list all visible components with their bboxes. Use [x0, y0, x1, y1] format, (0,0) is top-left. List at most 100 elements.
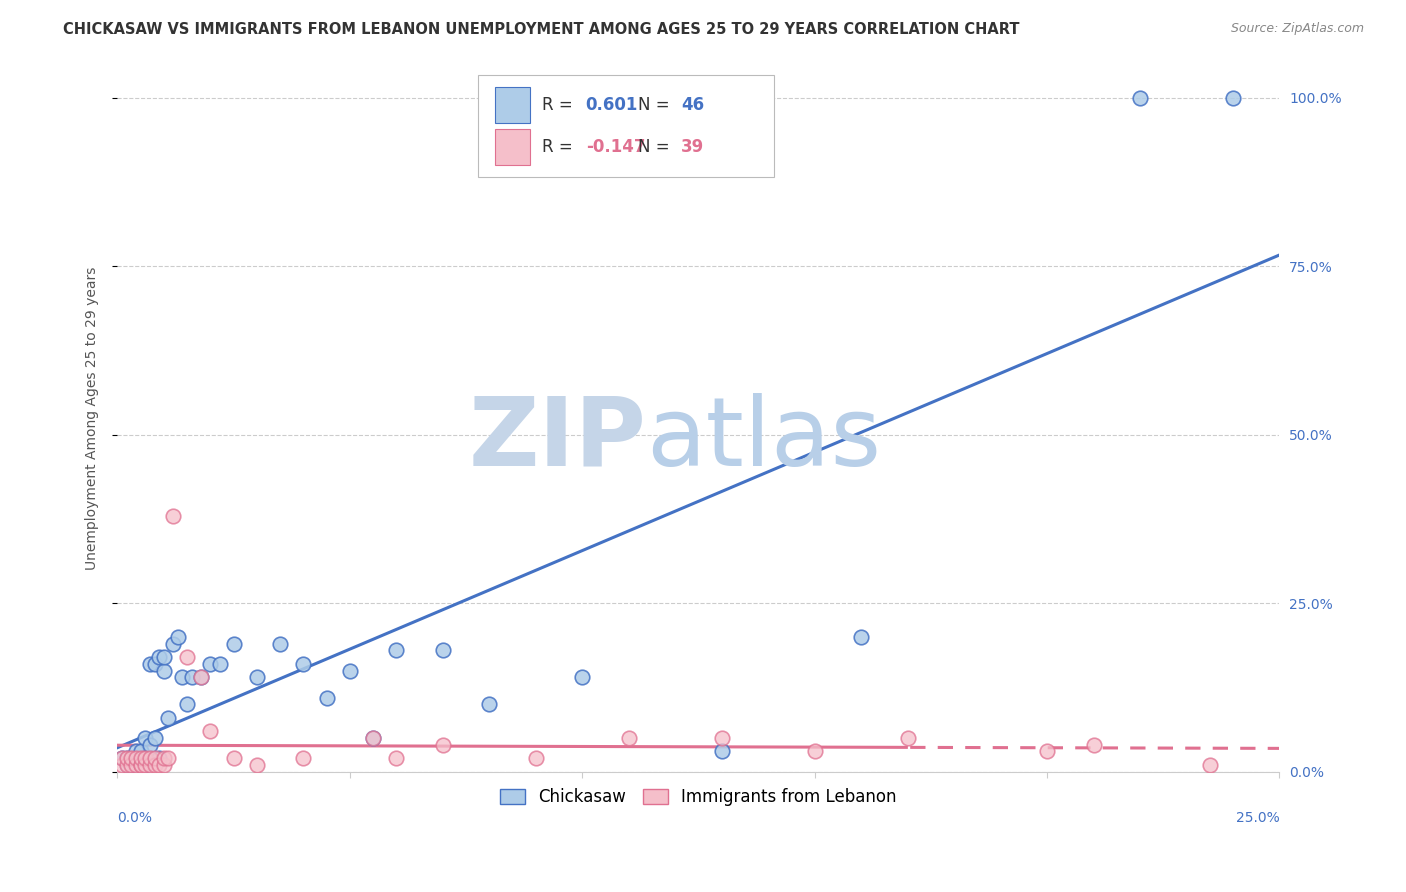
Point	[1129, 91, 1152, 105]
Point	[139, 751, 162, 765]
Y-axis label: Unemployment Among Ages 25 to 29 years: Unemployment Among Ages 25 to 29 years	[86, 266, 100, 570]
Point	[139, 758, 162, 772]
Point	[120, 758, 142, 772]
Point	[115, 751, 138, 765]
Point	[208, 657, 231, 671]
Text: 46: 46	[681, 96, 704, 114]
Point	[432, 643, 454, 657]
Point	[129, 758, 152, 772]
Point	[246, 670, 269, 684]
Point	[120, 758, 142, 772]
Point	[162, 637, 184, 651]
Point	[897, 731, 920, 745]
Point	[803, 744, 825, 758]
Point	[166, 630, 188, 644]
Point	[571, 670, 593, 684]
Point	[143, 731, 166, 745]
Point	[1083, 738, 1105, 752]
Point	[1036, 744, 1059, 758]
Point	[315, 690, 337, 705]
Point	[129, 751, 152, 765]
Point	[143, 758, 166, 772]
Text: atlas: atlas	[647, 392, 882, 485]
Point	[432, 738, 454, 752]
Point	[361, 731, 384, 745]
FancyBboxPatch shape	[478, 75, 773, 178]
Point	[125, 758, 148, 772]
Point	[143, 657, 166, 671]
Point	[115, 758, 138, 772]
Point	[153, 751, 176, 765]
Point	[134, 751, 156, 765]
Point	[115, 758, 138, 772]
Point	[190, 670, 212, 684]
Point	[385, 643, 408, 657]
Point	[292, 751, 315, 765]
Point	[222, 751, 245, 765]
Point	[125, 744, 148, 758]
Text: -0.147: -0.147	[586, 138, 645, 156]
Text: 25.0%: 25.0%	[1236, 811, 1279, 824]
Text: R =: R =	[541, 138, 578, 156]
Point	[478, 698, 501, 712]
Point	[1198, 758, 1220, 772]
Point	[125, 751, 148, 765]
Point	[134, 758, 156, 772]
Point	[617, 731, 640, 745]
Point	[339, 664, 361, 678]
Bar	[495, 129, 530, 165]
Point	[139, 738, 162, 752]
Point	[157, 751, 180, 765]
Point	[269, 637, 291, 651]
Point	[176, 650, 198, 665]
Point	[148, 758, 170, 772]
Text: N =: N =	[638, 96, 675, 114]
Point	[849, 630, 872, 644]
Point	[111, 751, 134, 765]
Point	[153, 650, 176, 665]
Point	[134, 751, 156, 765]
Point	[176, 698, 198, 712]
Point	[111, 758, 134, 772]
Point	[153, 664, 176, 678]
Text: N =: N =	[638, 138, 675, 156]
Point	[129, 758, 152, 772]
Point	[222, 637, 245, 651]
Point	[524, 751, 547, 765]
Point	[385, 751, 408, 765]
Point	[120, 751, 142, 765]
Point	[129, 744, 152, 758]
Text: 0.0%: 0.0%	[117, 811, 152, 824]
Point	[246, 758, 269, 772]
Legend: Chickasaw, Immigrants from Lebanon: Chickasaw, Immigrants from Lebanon	[494, 781, 904, 813]
Point	[143, 751, 166, 765]
Point	[1222, 91, 1244, 105]
Point	[190, 670, 212, 684]
Point	[157, 711, 180, 725]
Point	[180, 670, 202, 684]
Point	[125, 751, 148, 765]
Point	[129, 758, 152, 772]
Point	[134, 731, 156, 745]
Point	[361, 731, 384, 745]
Point	[162, 508, 184, 523]
Point	[139, 657, 162, 671]
Text: 0.601: 0.601	[586, 96, 638, 114]
Text: CHICKASAW VS IMMIGRANTS FROM LEBANON UNEMPLOYMENT AMONG AGES 25 TO 29 YEARS CORR: CHICKASAW VS IMMIGRANTS FROM LEBANON UNE…	[63, 22, 1019, 37]
Point	[292, 657, 315, 671]
Text: R =: R =	[541, 96, 578, 114]
Text: 39: 39	[681, 138, 704, 156]
Point	[200, 657, 222, 671]
Point	[710, 731, 733, 745]
Point	[710, 744, 733, 758]
Point	[139, 751, 162, 765]
Bar	[495, 87, 530, 123]
Point	[129, 751, 152, 765]
Point	[172, 670, 194, 684]
Point	[115, 751, 138, 765]
Point	[148, 751, 170, 765]
Point	[200, 724, 222, 739]
Point	[134, 758, 156, 772]
Point	[111, 751, 134, 765]
Point	[120, 751, 142, 765]
